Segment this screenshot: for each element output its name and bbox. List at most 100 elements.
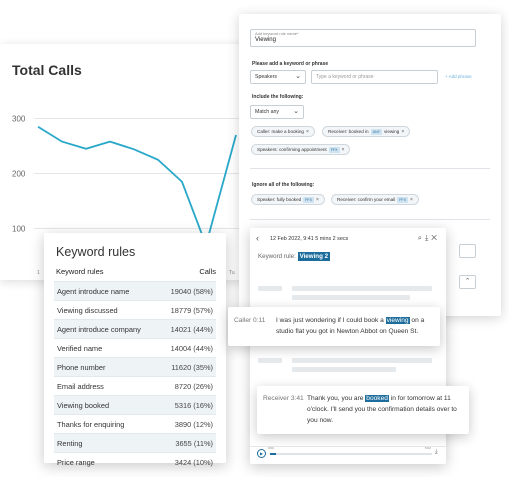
text-segment: on a studio flat you got in Newton Abbot… — [276, 317, 425, 335]
chip-label: Caller: make a booking — [257, 129, 304, 134]
table-row[interactable]: Verified name 14004 (44%) — [54, 338, 216, 357]
search-icon[interactable]: ⌕ — [417, 233, 425, 242]
rule-name-cell: Email address — [57, 381, 104, 391]
rule-name-cell: Phone number — [57, 362, 106, 372]
keyword-rule-line: Keyword rule: Viewing 2 — [258, 252, 331, 261]
table-row[interactable]: Email address 8720 (26%) — [54, 376, 216, 395]
column-header-rule: Keyword rules — [56, 267, 104, 276]
match-select[interactable]: Match any ⌄ — [250, 105, 304, 119]
placeholder-line — [292, 286, 432, 291]
chip-label: Speakers: confirming appointment — [257, 147, 327, 152]
table-row[interactable]: Renting 3655 (11%) — [54, 433, 216, 452]
rule-name-cell: Viewing discussed — [57, 305, 118, 315]
calls-cell: 14021 (44%) — [170, 324, 213, 334]
include-chip[interactable]: Caller: make a booking × — [251, 126, 315, 137]
rule-name-cell: Viewing booked — [57, 400, 110, 410]
ignore-chip[interactable]: Receiver: confirm your email FFX × — [331, 194, 419, 205]
add-keyword-label: Please add a keyword or phrase — [252, 61, 329, 67]
chevron-up-icon[interactable]: ⌃ — [459, 275, 476, 289]
match-type-tag: FFX — [303, 196, 314, 203]
table-row[interactable]: Phone number 11620 (35%) — [54, 357, 216, 376]
remove-chip-icon[interactable]: × — [410, 196, 413, 203]
remove-chip-icon[interactable]: × — [401, 128, 405, 135]
keyword-input[interactable]: Type a keyword or phrase — [311, 70, 438, 84]
rule-name-label: Add keyword rule name* — [255, 31, 299, 36]
calls-cell: 3655 (11%) — [175, 438, 213, 448]
speaker-select-value: Speakers — [255, 74, 277, 80]
back-arrow-icon[interactable]: ‹ — [256, 233, 259, 243]
table-row[interactable]: Viewing booked 5316 (16%) — [54, 395, 216, 414]
table-row[interactable]: Agent introduce company 14021 (44%) — [54, 319, 216, 338]
rule-name-cell: Renting — [57, 438, 83, 448]
rule-name-cell: Thanks for enquiring — [57, 419, 125, 429]
y-tick-label: 300 — [12, 115, 26, 124]
match-type-tag: FFX — [397, 196, 409, 203]
ignore-chip[interactable]: Speaker: fully booked FFX × — [251, 194, 325, 205]
placeholder-line — [258, 286, 282, 291]
table-row[interactable]: Agent introduce name 19040 (58%) — [54, 281, 216, 300]
time-start: 0:00 — [268, 446, 274, 450]
message-text: I was just wondering if I could book a v… — [276, 315, 434, 337]
placeholder-line — [258, 358, 282, 363]
remove-chip-icon[interactable]: × — [305, 128, 309, 135]
download-icon[interactable]: ⤓ — [424, 233, 432, 242]
rule-name-cell: Verified name — [57, 343, 103, 353]
include-chip[interactable]: Receiver: booked in ANY viewing × — [322, 126, 411, 137]
receiver-message: Receiver 3:41 Thank you, you are booked … — [257, 386, 469, 434]
rule-name-field[interactable]: Add keyword rule name* Viewing — [250, 29, 476, 47]
series-line — [205, 134, 237, 246]
add-phrase-link[interactable]: + Add phrase — [445, 74, 472, 79]
speaker-label: Caller 0:11 — [234, 317, 266, 324]
table-row[interactable]: Viewing discussed 18779 (57%) — [54, 300, 216, 319]
chip-label: Receiver: booked in — [328, 129, 369, 134]
chip-label: viewing — [384, 129, 400, 134]
include-label: Include the following: — [252, 94, 304, 100]
placeholder-line — [292, 295, 410, 300]
divider — [250, 168, 490, 169]
rule-name-cell: Agent introduce name — [57, 286, 130, 296]
toolbar-icons: ⌕⤓✕ — [418, 233, 440, 243]
keyword-rule-label: Keyword rule: — [258, 253, 296, 260]
total-calls-title: Total Calls — [12, 62, 82, 78]
close-icon[interactable]: ✕ — [431, 233, 440, 242]
match-type-tag: ANY — [370, 128, 382, 135]
text-segment: Thank you, you are — [307, 395, 366, 402]
caller-message: Caller 0:11 I was just wondering if I co… — [228, 307, 440, 346]
calls-cell: 19040 (58%) — [170, 286, 213, 296]
series-line — [37, 125, 207, 246]
table-body: Agent introduce name 19040 (58%) Viewing d… — [54, 281, 216, 471]
rule-name-cell: Price range — [57, 457, 95, 467]
download-icon[interactable]: ⤓ — [435, 449, 438, 455]
text-segment: in for tomorrow at 11 o'clock. I'll send… — [307, 395, 457, 424]
partial-input[interactable] — [459, 244, 476, 258]
progress-fill — [270, 453, 277, 455]
y-tick-label: 100 — [12, 225, 26, 234]
calls-cell: 18779 (57%) — [170, 305, 213, 315]
call-datetime: 12 Feb 2022, 9:41 5 mins 2 secs — [270, 236, 349, 242]
rule-name-value: Viewing — [255, 37, 276, 43]
chevron-down-icon: ⌄ — [293, 108, 299, 115]
match-type-tag: FFX — [328, 146, 340, 153]
calls-cell: 14004 (44%) — [170, 343, 213, 353]
table-header: Keyword rules Calls — [56, 267, 216, 281]
include-chip[interactable]: Speakers: confirming appointment FFX × — [251, 144, 351, 155]
chevron-down-icon: ⌄ — [295, 73, 301, 80]
audio-progress-bar[interactable] — [270, 453, 432, 455]
keyword-rule-value[interactable]: Viewing 2 — [297, 252, 331, 261]
remove-chip-icon[interactable]: × — [315, 196, 319, 203]
remove-chip-icon[interactable]: × — [341, 146, 345, 153]
calls-cell: 8720 (26%) — [174, 381, 213, 391]
chip-label: Receiver: confirm your email — [337, 197, 396, 202]
ignore-label: Ignore all of the following: — [252, 182, 315, 188]
calls-cell: 5316 (16%) — [174, 400, 213, 410]
table-row[interactable]: Thanks for enquiring 3890 (12%) — [54, 414, 216, 433]
table-row[interactable]: Price range 3424 (10%) — [54, 452, 216, 471]
speaker-select[interactable]: Speakers ⌄ — [250, 70, 306, 84]
match-select-value: Match any — [255, 109, 279, 115]
keyword-rules-title: Keyword rules — [56, 245, 136, 259]
keyword-highlight: viewing — [385, 317, 410, 324]
play-icon[interactable]: ▶ — [257, 449, 266, 458]
x-tick-label: Tu — [229, 270, 235, 276]
chip-label: Speaker: fully booked — [257, 197, 302, 202]
divider — [250, 446, 446, 447]
